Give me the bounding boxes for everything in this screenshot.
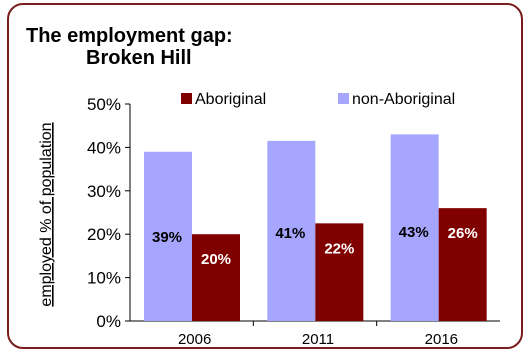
- legend-swatch-non-aboriginal: [338, 93, 349, 104]
- data-label-aboriginal: 20%: [201, 251, 231, 268]
- x-tick-label: 2011: [302, 331, 334, 348]
- y-tick-label: 10%: [87, 269, 121, 288]
- x-tick-label: 2016: [425, 331, 458, 348]
- data-label-non-aboriginal: 43%: [399, 224, 429, 241]
- legend-swatch-aboriginal: [181, 93, 192, 104]
- legend-label-aboriginal: Aboriginal: [195, 91, 266, 108]
- bar-aboriginal: [315, 223, 363, 321]
- bar-aboriginal: [192, 234, 240, 321]
- legend-label-non-aboriginal: non-Aboriginal: [352, 91, 455, 108]
- y-axis-label: employed % of population: [38, 122, 55, 306]
- data-label-non-aboriginal: 41%: [275, 225, 305, 242]
- data-label-non-aboriginal: 39%: [152, 229, 182, 246]
- y-tick-label: 30%: [87, 182, 121, 201]
- y-tick-label: 20%: [87, 225, 121, 244]
- data-label-aboriginal: 26%: [448, 225, 478, 242]
- y-tick-label: 0%: [96, 312, 121, 331]
- x-tick-label: 2006: [178, 331, 211, 348]
- y-tick-label: 50%: [87, 95, 121, 114]
- data-label-aboriginal: 22%: [324, 240, 354, 257]
- y-tick-label: 40%: [87, 138, 121, 157]
